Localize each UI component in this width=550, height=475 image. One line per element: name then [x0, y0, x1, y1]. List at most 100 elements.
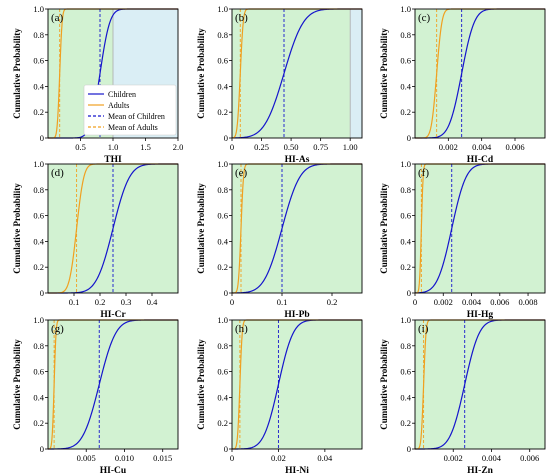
- y-tick-label: 0.2: [217, 262, 228, 272]
- y-tick-label: 0.6: [33, 56, 44, 66]
- panel-h: 0 0.2 0.4 0.6 0.8 1.0 0 0.02 0.04 (h) HI-Ni Cumulat…: [196, 315, 363, 475]
- x-axis-label: HI-Pb: [284, 310, 309, 320]
- x-axis-label: HI-Zn: [467, 466, 494, 475]
- plot-frame: [47, 319, 179, 450]
- y-tick-label: 0.6: [217, 56, 228, 66]
- y-axis-label: Cumulative Probability: [12, 183, 22, 274]
- legend-label: Adults: [108, 101, 129, 110]
- y-tick-label: 0.2: [400, 107, 411, 117]
- y-tick-label: 0.8: [217, 30, 228, 40]
- x-tick-label: 0.50: [284, 142, 299, 152]
- legend-box: [83, 84, 177, 136]
- panel-b: 00.20.40.60.81.00 0.25 0.50 0.75 1.00(b)HI-A…: [196, 4, 363, 165]
- safe-region: [48, 320, 178, 449]
- y-tick-label: 0.2: [400, 262, 411, 272]
- y-tick-label: 0.6: [400, 211, 411, 221]
- x-tick-label: 0.010: [115, 453, 134, 463]
- y-tick-label: 0.4: [217, 392, 228, 402]
- x-tick-label: 0: [413, 297, 417, 307]
- x-tick-label: 0.002: [444, 453, 463, 463]
- x-tick-label: 0.006: [520, 453, 539, 463]
- y-tick-label: 0.4: [217, 81, 228, 91]
- x-tick-label: 0: [230, 142, 234, 152]
- y-tick-label: 0.4: [400, 236, 411, 246]
- plot-frame: [231, 163, 363, 294]
- y-tick-label: 0.2: [217, 418, 228, 428]
- safe-region: [415, 9, 545, 138]
- x-tick-label: 0: [230, 453, 234, 463]
- x-axis-label: THI: [104, 155, 122, 165]
- legend-label: Children: [108, 90, 136, 99]
- x-axis-label: HI-Cd: [467, 155, 494, 165]
- y-tick-label: 1.0: [217, 159, 228, 169]
- y-tick-label: 1.0: [33, 315, 44, 325]
- x-tick-label: 0.02: [271, 453, 286, 463]
- y-tick-label: 1.0: [217, 315, 228, 325]
- panel-label: (i): [418, 323, 429, 335]
- x-tick-label: 0.2: [327, 297, 338, 307]
- y-tick-label: 0.8: [400, 30, 411, 40]
- y-axis-label: Cumulative Probability: [379, 28, 389, 119]
- plot-frame: [414, 8, 546, 139]
- x-tick-label: 0.1: [69, 297, 80, 307]
- panel-label: (e): [235, 167, 248, 179]
- y-tick-label: 0.6: [400, 367, 411, 377]
- x-tick-label: 0.25: [254, 142, 269, 152]
- y-tick-label: 0: [407, 288, 411, 298]
- panel-label: (c): [418, 12, 431, 24]
- safe-region: [232, 320, 362, 449]
- plot-frame: [231, 8, 363, 139]
- safe-region: [232, 9, 351, 138]
- x-tick-label: 0.002: [439, 142, 458, 152]
- y-tick-label: 0.6: [217, 211, 228, 221]
- legend-label: Mean of Adults: [108, 123, 158, 132]
- y-tick-label: 0.2: [33, 418, 44, 428]
- y-tick-label: 1.0: [217, 4, 228, 14]
- y-tick-label: 0.4: [33, 236, 44, 246]
- panel-d: 0 0.2 0.4 0.6 0.8 1.0 0.1 0.2 0.3 0.4 (d) HI-Cr Cumu…: [12, 159, 179, 320]
- panel-label: (g): [51, 323, 64, 335]
- y-tick-label: 0: [40, 444, 44, 454]
- x-tick-label: 0.005: [77, 453, 96, 463]
- risk-region: [350, 9, 362, 138]
- x-tick-label: 1.00: [343, 142, 358, 152]
- plot-frame: [47, 8, 179, 139]
- plot-frame: [47, 163, 179, 294]
- y-tick-label: 0.8: [400, 341, 411, 351]
- y-axis-label: Cumulative Probability: [379, 183, 389, 274]
- x-tick-label: 0.2: [95, 297, 106, 307]
- x-tick-label: 0.008: [518, 297, 537, 307]
- y-tick-label: 0: [224, 133, 228, 143]
- y-tick-label: 0.4: [400, 392, 411, 402]
- panel-e: 0 0.2 0.4 0.6 0.8 1.0 0 0.1 0.2 (e) HI-Pb Cumulativ…: [196, 159, 363, 320]
- plot-frame: [414, 163, 546, 294]
- panel-g: 0 0.2 0.4 0.6 0.8 1.0 0.005 0.010 0.015 (g) HI-Cu C…: [12, 315, 179, 475]
- x-axis-label: HI-Hg: [467, 310, 494, 320]
- y-tick-label: 0.4: [33, 392, 44, 402]
- x-tick-label: 0.004: [482, 453, 502, 463]
- x-tick-label: 0.5: [75, 142, 86, 152]
- y-tick-label: 0: [407, 444, 411, 454]
- y-tick-label: 1.0: [400, 159, 411, 169]
- y-tick-label: 0.2: [400, 418, 411, 428]
- x-axis-label: HI-As: [285, 155, 310, 165]
- x-tick-label: 0.002: [434, 297, 453, 307]
- panel-i: 0 0.2 0.4 0.6 0.8 1.0 0.002 0.004 0.006 (i) HI-Zn C…: [379, 315, 546, 475]
- y-tick-label: 0.6: [33, 367, 44, 377]
- x-tick-label: 2.0: [173, 142, 184, 152]
- y-axis-label: Cumulative Probability: [12, 28, 22, 119]
- y-tick-label: 0.2: [33, 107, 44, 117]
- x-tick-label: 0.015: [153, 453, 172, 463]
- safe-region: [415, 320, 545, 449]
- x-tick-label: 1.5: [140, 142, 151, 152]
- panel-a: 0 0.2 0.4 0.6 0.8 1.0 0.5 1.0 1.5 2.0 (a) THI Cumula…: [12, 4, 183, 165]
- x-tick-label: 0.006: [505, 142, 524, 152]
- legend: Children Adults Mean of Children Mean of Ad…: [83, 84, 177, 136]
- x-axis-label: HI-Cu: [100, 466, 127, 475]
- y-tick-label: 1.0: [400, 315, 411, 325]
- y-axis-label: Cumulative Probability: [196, 339, 206, 430]
- panel-label: (h): [235, 323, 248, 335]
- y-tick-label: 0.6: [217, 367, 228, 377]
- y-axis-label: Cumulative Probability: [379, 339, 389, 430]
